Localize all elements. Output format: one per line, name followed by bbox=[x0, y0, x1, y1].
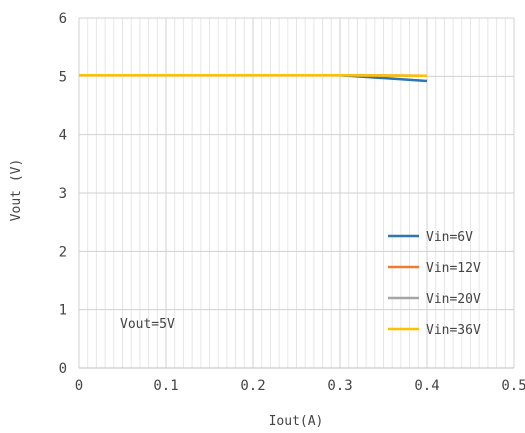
y-tick-label: 2 bbox=[59, 244, 67, 260]
legend-label-vin-12v: Vin=12V bbox=[426, 261, 481, 276]
series-lines bbox=[79, 73, 428, 83]
x-tick-label: 0.1 bbox=[153, 378, 178, 394]
legend-label-vin-6v: Vin=6V bbox=[426, 230, 473, 245]
legend: Vin=6V Vin=12V Vin=20V Vin=36V bbox=[388, 230, 481, 338]
y-tick-label: 4 bbox=[59, 128, 67, 144]
x-tick-label: 0.2 bbox=[240, 378, 265, 394]
y-axis-title: Vout (V) bbox=[9, 159, 24, 222]
x-axis-title: Iout(A) bbox=[269, 414, 324, 429]
y-tick-label: 6 bbox=[59, 11, 67, 27]
grid bbox=[78, 17, 515, 369]
legend-label-vin-36v: Vin=36V bbox=[426, 323, 481, 338]
series-line-vin-36v bbox=[79, 73, 428, 78]
y-tick-label: 0 bbox=[59, 361, 67, 377]
vout-annotation: Vout=5V bbox=[120, 317, 175, 332]
legend-label-vin-20v: Vin=20V bbox=[426, 292, 481, 307]
y-tick-label: 3 bbox=[59, 186, 67, 202]
y-tick-label: 1 bbox=[59, 303, 67, 319]
x-tick-label: 0 bbox=[75, 378, 83, 394]
x-tick-label: 0.3 bbox=[327, 378, 352, 394]
x-tick-label: 0.4 bbox=[414, 378, 439, 394]
y-tick-label: 5 bbox=[59, 69, 67, 85]
x-tick-label: 0.5 bbox=[501, 378, 525, 394]
tick-labels: 0 0.1 0.2 0.3 0.4 0.5 0 1 2 3 4 5 6 bbox=[59, 11, 525, 394]
